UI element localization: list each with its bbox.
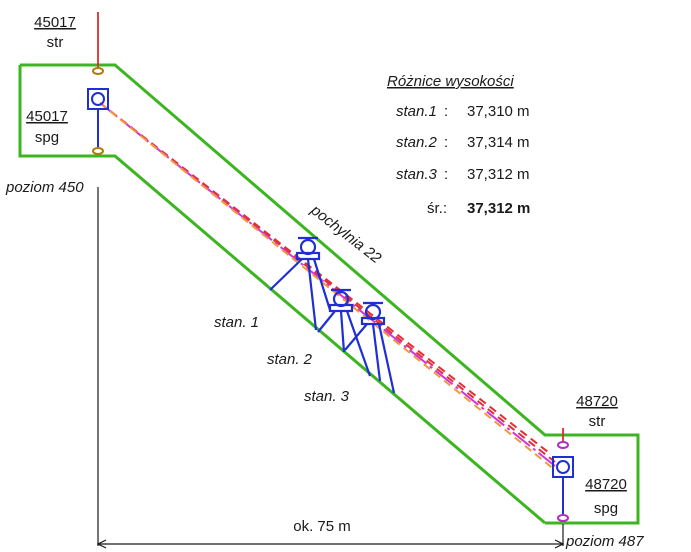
upper-wall xyxy=(20,63,640,525)
sight-line-orange xyxy=(99,102,556,471)
result-value-1: 37,310 m xyxy=(467,103,530,120)
result-value-2: 37,314 m xyxy=(467,134,530,151)
distance-label: ok. 75 m xyxy=(293,518,351,535)
bottom-level-label: poziom 487 xyxy=(565,533,644,550)
bottom-str-number: 48720 xyxy=(576,393,618,410)
top-str-mark xyxy=(92,67,104,75)
result-mean-label: śr.: xyxy=(427,200,447,217)
bottom-plumb-wire xyxy=(557,428,569,449)
distance-dimension xyxy=(96,187,565,549)
top-spg-type: spg xyxy=(35,129,59,146)
result-colon-2: : xyxy=(444,134,448,151)
top-plumb-wire xyxy=(92,12,104,75)
result-colon-3: : xyxy=(444,166,448,183)
bottom-spg-instrument xyxy=(552,456,574,522)
bottom-str-mark xyxy=(557,441,569,449)
mine-excavation-outline xyxy=(18,63,640,525)
height-differences-table: Różnice wysokości stan.1 : 37,310 m stan… xyxy=(387,73,530,217)
station-3-tripod xyxy=(344,301,396,394)
result-station-1: stan.1 xyxy=(396,103,437,120)
top-spg-number: 45017 xyxy=(26,108,68,125)
results-title: Różnice wysokości xyxy=(387,73,514,90)
top-level-label: poziom 450 xyxy=(5,179,84,196)
sight-lines xyxy=(99,102,556,471)
result-colon-1: : xyxy=(444,103,448,120)
sight-line-magenta xyxy=(99,102,556,467)
station-1-tripod xyxy=(269,236,332,331)
top-str-type: str xyxy=(47,34,64,51)
bottom-spg-type: spg xyxy=(594,500,618,517)
result-station-3: stan.3 xyxy=(396,166,438,183)
result-station-2: stan.2 xyxy=(396,134,438,151)
bottom-str-type: str xyxy=(589,413,606,430)
station-2-label: stan. 2 xyxy=(267,351,313,368)
top-spg-instrument xyxy=(87,88,109,155)
top-str-number: 45017 xyxy=(34,14,76,31)
station-1-label: stan. 1 xyxy=(214,314,259,331)
sight-line-red-b xyxy=(99,102,549,453)
station-2-tripod xyxy=(317,288,372,377)
result-mean-value: 37,312 m xyxy=(467,200,530,217)
bottom-spg-number: 48720 xyxy=(585,476,627,493)
station-3-label: stan. 3 xyxy=(304,388,350,405)
result-value-3: 37,312 m xyxy=(467,166,530,183)
lower-wall xyxy=(18,65,546,525)
